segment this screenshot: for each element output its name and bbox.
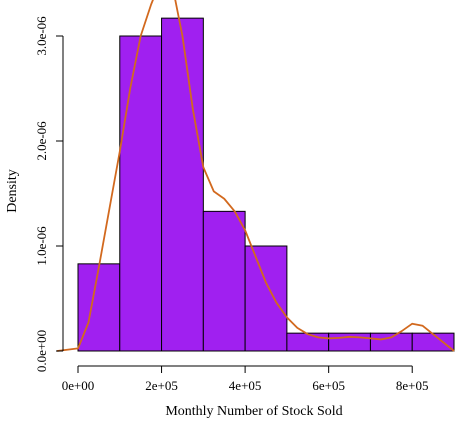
y-tick-label-0: 0.0e+00 [34, 330, 49, 372]
histogram-bar-0 [77, 263, 121, 352]
histogram-bar-6 [328, 332, 371, 352]
y-tick-label-2: 2.0e-06 [34, 121, 49, 161]
y-axis: 0.0e+00 1.0e-06 2.0e-06 3.0e-06 [34, 16, 64, 372]
x-axis: 0e+00 2e+05 4e+05 6e+05 8e+05 [62, 365, 429, 393]
x-tick-label-4: 8e+05 [396, 378, 429, 393]
x-tick-label-0: 0e+00 [62, 378, 95, 393]
density-curve [56, 0, 455, 352]
x-axis-title: Monthly Number of Stock Sold [165, 404, 342, 419]
histogram-bar-1 [119, 35, 163, 352]
histogram-bar-4 [244, 245, 288, 352]
histogram-bar-2 [161, 17, 204, 352]
curve-layer [56, 0, 455, 352]
bars-layer [77, 17, 455, 352]
histogram-bar-5 [286, 332, 330, 352]
histogram-bar-3 [202, 210, 246, 352]
y-tick-label-1: 1.0e-06 [34, 226, 49, 266]
x-tick-label-3: 6e+05 [312, 378, 345, 393]
histogram-bar-8 [411, 332, 455, 352]
y-tick-label-3: 3.0e-06 [34, 16, 49, 56]
x-tick-label-2: 4e+05 [229, 378, 262, 393]
histogram-bar-7 [369, 332, 413, 352]
x-tick-label-1: 2e+05 [145, 378, 178, 393]
y-axis-title: Density [5, 169, 20, 213]
